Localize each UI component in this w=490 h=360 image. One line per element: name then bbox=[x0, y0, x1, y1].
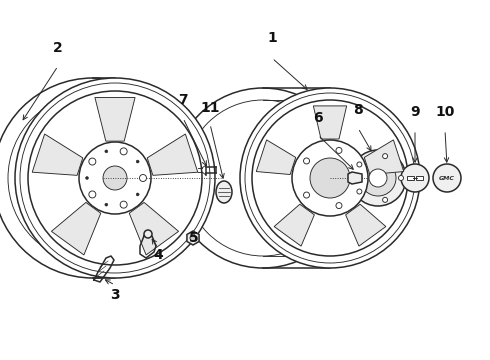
Circle shape bbox=[105, 203, 108, 206]
Circle shape bbox=[303, 158, 310, 164]
Circle shape bbox=[369, 169, 387, 187]
Circle shape bbox=[336, 147, 342, 153]
Text: 6: 6 bbox=[313, 111, 323, 125]
Text: 2: 2 bbox=[53, 41, 63, 55]
Circle shape bbox=[356, 175, 362, 181]
Circle shape bbox=[120, 148, 127, 155]
Polygon shape bbox=[129, 202, 178, 255]
Polygon shape bbox=[345, 204, 386, 246]
Circle shape bbox=[89, 191, 96, 198]
Polygon shape bbox=[348, 172, 362, 184]
Polygon shape bbox=[256, 140, 295, 175]
Circle shape bbox=[401, 164, 429, 192]
Polygon shape bbox=[95, 98, 135, 141]
Text: 7: 7 bbox=[178, 93, 188, 107]
Circle shape bbox=[433, 164, 461, 192]
Circle shape bbox=[357, 162, 362, 167]
Circle shape bbox=[15, 78, 215, 278]
Circle shape bbox=[144, 230, 152, 238]
Circle shape bbox=[136, 160, 139, 163]
Circle shape bbox=[350, 150, 406, 206]
Circle shape bbox=[79, 142, 151, 214]
Text: 4: 4 bbox=[153, 248, 163, 262]
Circle shape bbox=[360, 160, 396, 196]
Polygon shape bbox=[364, 140, 404, 175]
Circle shape bbox=[303, 192, 310, 198]
Text: 11: 11 bbox=[200, 101, 220, 115]
Text: GMC: GMC bbox=[439, 176, 455, 180]
Circle shape bbox=[336, 203, 342, 208]
Text: 3: 3 bbox=[110, 288, 120, 302]
Circle shape bbox=[105, 150, 108, 153]
Circle shape bbox=[85, 176, 89, 180]
Circle shape bbox=[140, 175, 147, 181]
Circle shape bbox=[136, 193, 139, 196]
Text: 1: 1 bbox=[267, 31, 277, 45]
Polygon shape bbox=[274, 204, 315, 246]
Circle shape bbox=[383, 154, 388, 159]
Circle shape bbox=[190, 235, 196, 241]
Circle shape bbox=[240, 88, 420, 268]
Circle shape bbox=[383, 197, 388, 202]
Polygon shape bbox=[51, 202, 101, 255]
Ellipse shape bbox=[216, 181, 232, 203]
Circle shape bbox=[357, 189, 362, 194]
Polygon shape bbox=[416, 176, 423, 180]
Polygon shape bbox=[187, 231, 199, 245]
Polygon shape bbox=[147, 134, 198, 175]
Circle shape bbox=[103, 166, 127, 190]
Circle shape bbox=[398, 176, 403, 180]
Polygon shape bbox=[313, 106, 346, 139]
Text: 8: 8 bbox=[353, 103, 363, 117]
Polygon shape bbox=[32, 134, 83, 175]
Circle shape bbox=[310, 158, 350, 198]
Text: 9: 9 bbox=[410, 105, 420, 119]
Circle shape bbox=[173, 88, 353, 268]
Text: 10: 10 bbox=[435, 105, 455, 119]
Circle shape bbox=[292, 140, 368, 216]
Circle shape bbox=[89, 158, 96, 165]
Polygon shape bbox=[407, 176, 414, 180]
Circle shape bbox=[120, 201, 127, 208]
Text: 5: 5 bbox=[189, 231, 199, 245]
